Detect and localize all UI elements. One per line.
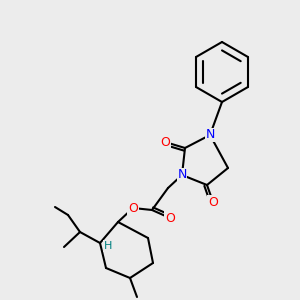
Text: O: O [160,136,170,148]
Text: N: N [177,169,187,182]
Text: H: H [104,241,112,251]
Text: O: O [208,196,218,208]
Text: O: O [165,212,175,224]
Text: O: O [128,202,138,214]
Text: N: N [205,128,215,142]
